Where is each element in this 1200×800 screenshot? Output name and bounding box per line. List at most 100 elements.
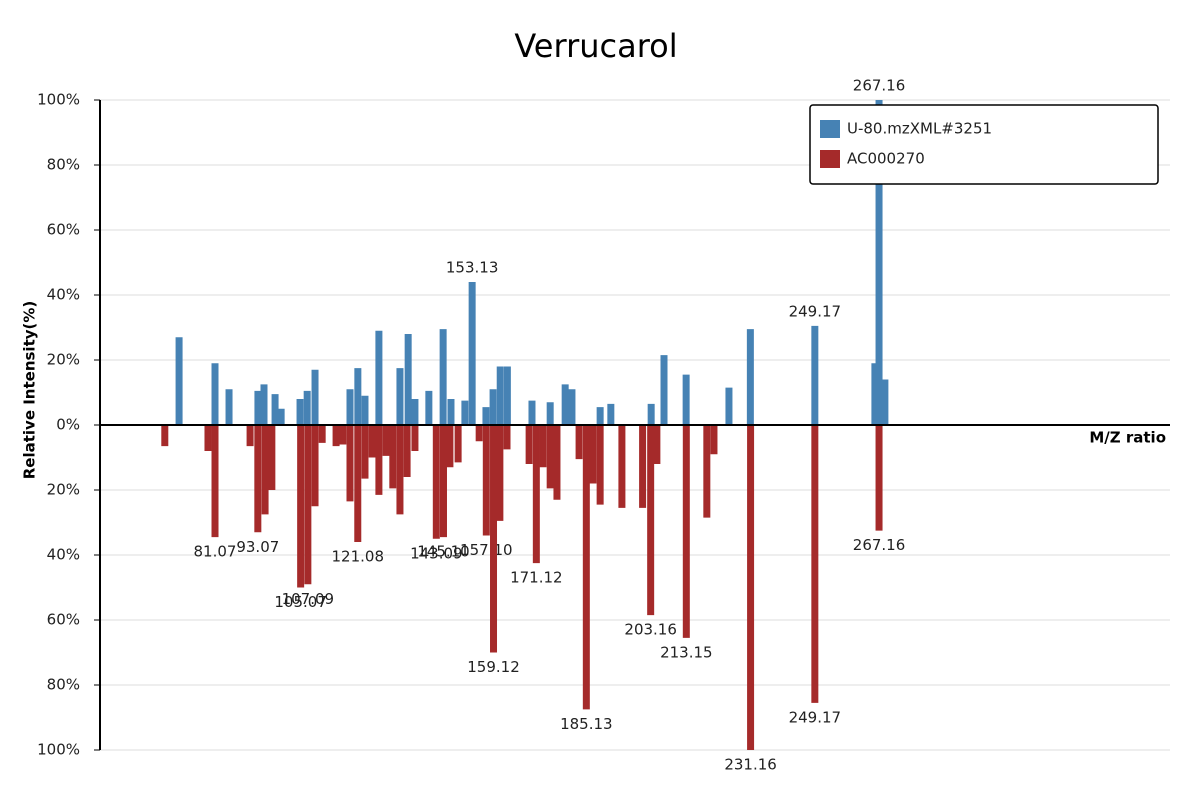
bar xyxy=(404,334,412,425)
bar xyxy=(607,403,615,425)
bar xyxy=(439,329,447,425)
peak-label: 249.17 xyxy=(789,302,842,320)
peak-label: 267.16 xyxy=(853,536,906,554)
bar xyxy=(725,387,733,425)
bar xyxy=(277,408,285,425)
bar xyxy=(596,425,604,505)
peak-label: 171.12 xyxy=(510,569,563,587)
bar xyxy=(881,379,889,425)
peak-label: 93.07 xyxy=(236,538,279,556)
chart-title: Verrucarol xyxy=(514,27,677,65)
bar xyxy=(575,425,583,460)
bar xyxy=(871,363,879,425)
bar xyxy=(339,425,347,445)
bar xyxy=(311,425,319,507)
bar xyxy=(561,384,569,425)
bar xyxy=(647,403,655,425)
x-axis-label: M/Z ratio xyxy=(1089,429,1166,447)
bar xyxy=(539,425,547,468)
bar xyxy=(260,384,268,425)
bar xyxy=(346,389,354,425)
bar xyxy=(225,389,233,425)
peak-label: 185.13 xyxy=(560,715,613,733)
bar xyxy=(618,425,626,508)
bar xyxy=(396,425,404,515)
peak-label: 267.16 xyxy=(853,77,906,95)
bar xyxy=(211,425,219,538)
bar xyxy=(525,425,533,464)
bar xyxy=(747,425,755,750)
bar xyxy=(496,366,504,425)
bar xyxy=(703,425,711,518)
bar xyxy=(568,389,576,425)
bar xyxy=(582,425,590,710)
bar xyxy=(411,399,419,425)
bar xyxy=(396,368,404,425)
bar xyxy=(354,425,362,542)
bar xyxy=(403,425,411,477)
peak-label: 159.12 xyxy=(467,658,520,676)
peak-label: 203.16 xyxy=(624,621,677,639)
peak-label: 143.09 xyxy=(410,544,463,562)
bar xyxy=(528,400,536,425)
peak-label: 81.07 xyxy=(194,543,237,561)
bar xyxy=(682,425,690,638)
bar xyxy=(311,369,319,425)
y-tick-label: 20% xyxy=(47,481,80,499)
y-axis-label: Relative Intensity(%) xyxy=(21,301,39,480)
legend-box xyxy=(809,104,1159,185)
peak-label: 231.16 xyxy=(724,756,777,774)
bar xyxy=(647,425,655,616)
bar xyxy=(296,399,304,425)
bar xyxy=(246,425,254,447)
bar xyxy=(710,425,718,455)
peak-label: 157.10 xyxy=(460,541,513,559)
bar xyxy=(382,425,390,456)
bar xyxy=(489,389,497,425)
y-tick-label: 0% xyxy=(56,416,80,434)
bar xyxy=(446,425,454,468)
bar xyxy=(660,355,668,425)
bar xyxy=(346,425,354,502)
bar xyxy=(639,425,647,508)
bar xyxy=(375,425,383,495)
bar xyxy=(454,425,462,463)
bar xyxy=(589,425,597,484)
bar xyxy=(496,425,504,521)
bar xyxy=(532,425,540,564)
bar xyxy=(268,425,276,490)
peak-label: 107.09 xyxy=(282,590,335,608)
bar xyxy=(304,425,312,585)
legend-swatch xyxy=(820,150,840,168)
y-tick-label: 40% xyxy=(47,546,80,564)
y-tick-label: 80% xyxy=(47,676,80,694)
y-tick-label: 100% xyxy=(37,741,80,759)
legend-label: AC000270 xyxy=(847,150,925,168)
bar xyxy=(461,400,469,425)
bar xyxy=(375,330,383,425)
bar xyxy=(482,407,490,425)
bar xyxy=(211,363,219,425)
bar xyxy=(475,425,483,442)
y-tick-label: 100% xyxy=(37,91,80,109)
bar xyxy=(389,425,397,489)
bar xyxy=(546,402,554,425)
bar xyxy=(482,425,490,536)
bar xyxy=(682,374,690,425)
bar xyxy=(439,425,447,538)
peak-label: 249.17 xyxy=(789,708,842,726)
bar xyxy=(411,425,419,451)
peak-label: 121.08 xyxy=(332,548,385,566)
bar xyxy=(468,282,476,425)
bar xyxy=(425,390,433,425)
peak-label: 145.10 xyxy=(417,543,470,561)
bar xyxy=(332,425,340,447)
bar xyxy=(254,390,262,425)
bar xyxy=(271,394,279,425)
bar xyxy=(432,425,440,539)
bar xyxy=(875,425,883,531)
bar xyxy=(361,425,369,479)
bar xyxy=(503,366,511,425)
bar xyxy=(811,425,819,703)
